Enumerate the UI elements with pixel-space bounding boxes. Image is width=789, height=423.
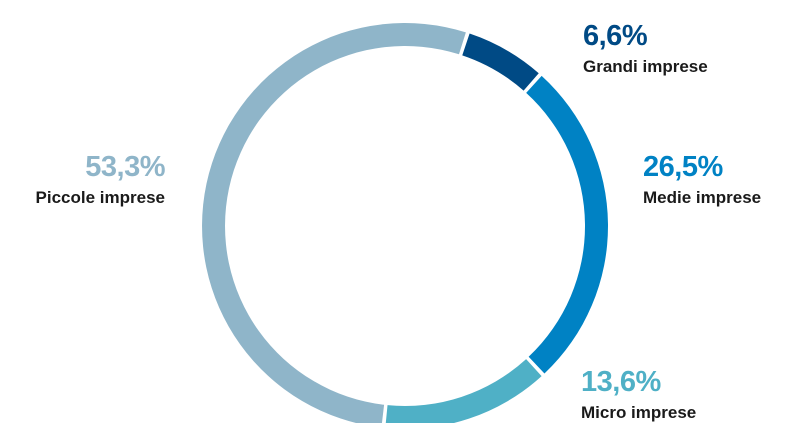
label-micro-imprese: 13,6% Micro imprese	[581, 366, 697, 422]
category-label-micro-imprese: Micro imprese	[581, 403, 697, 422]
slice-medie-imprese	[526, 75, 608, 374]
slice-grandi-imprese	[462, 33, 539, 91]
category-label-grandi-imprese: Grandi imprese	[583, 57, 708, 76]
category-label-piccole-imprese: Piccole imprese	[35, 188, 165, 207]
value-label-grandi-imprese: 6,6%	[583, 20, 648, 52]
slice-micro-imprese	[385, 359, 542, 423]
category-label-medie-imprese: Medie imprese	[643, 188, 762, 207]
label-grandi-imprese: 6,6% Grandi imprese	[583, 20, 708, 76]
label-medie-imprese: 26,5% Medie imprese	[643, 151, 762, 207]
value-label-medie-imprese: 26,5%	[643, 151, 723, 183]
value-label-micro-imprese: 13,6%	[581, 366, 661, 398]
label-piccole-imprese: 53,3% Piccole imprese	[35, 151, 166, 207]
value-label-piccole-imprese: 53,3%	[85, 151, 165, 183]
slice-piccole-imprese	[202, 23, 466, 423]
